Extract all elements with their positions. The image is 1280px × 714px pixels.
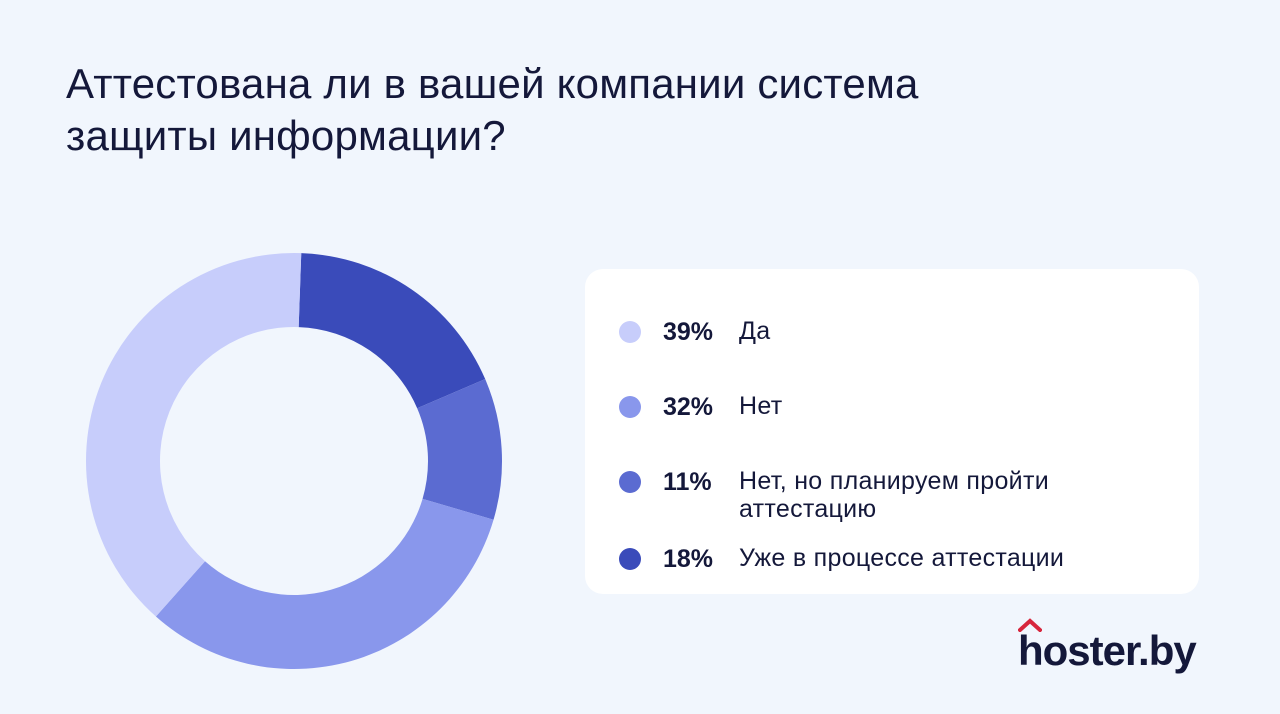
legend-dot-icon — [619, 548, 641, 570]
hoster-logo: hoster.by — [1018, 618, 1218, 688]
legend: 39% Да 32% Нет 11% Нет, но планируем про… — [585, 269, 1199, 594]
legend-dot-icon — [619, 321, 641, 343]
legend-item-planning: 11% Нет, но планируем пройти аттестацию — [619, 435, 1179, 523]
page-title: Аттестована ли в вашей компании система … — [66, 60, 919, 159]
legend-percent: 32% — [663, 393, 714, 421]
donut-slice-yes — [86, 253, 302, 617]
legend-label: Уже в процессе аттестации — [739, 544, 1065, 572]
donut-slice-planning — [417, 379, 503, 520]
legend-item-in-progress: 18% Уже в процессе аттестации — [619, 512, 1179, 573]
legend-label: Нет — [739, 392, 783, 420]
legend-dot-icon — [619, 396, 641, 418]
donut-slice-no — [155, 498, 494, 669]
legend-label: Да — [739, 317, 771, 345]
legend-percent: 11% — [663, 468, 712, 496]
legend-item-no: 32% Нет — [619, 360, 1179, 421]
logo-text: hoster.by — [1018, 627, 1197, 674]
legend-dot-icon — [619, 471, 641, 493]
legend-label: Нет, но планируем пройти аттестацию — [739, 467, 1049, 523]
donut-slice-in-progress — [298, 253, 486, 409]
legend-percent: 18% — [663, 545, 714, 573]
legend-percent: 39% — [663, 318, 714, 346]
roof-icon — [1018, 618, 1042, 632]
legend-item-yes: 39% Да — [619, 285, 1179, 346]
